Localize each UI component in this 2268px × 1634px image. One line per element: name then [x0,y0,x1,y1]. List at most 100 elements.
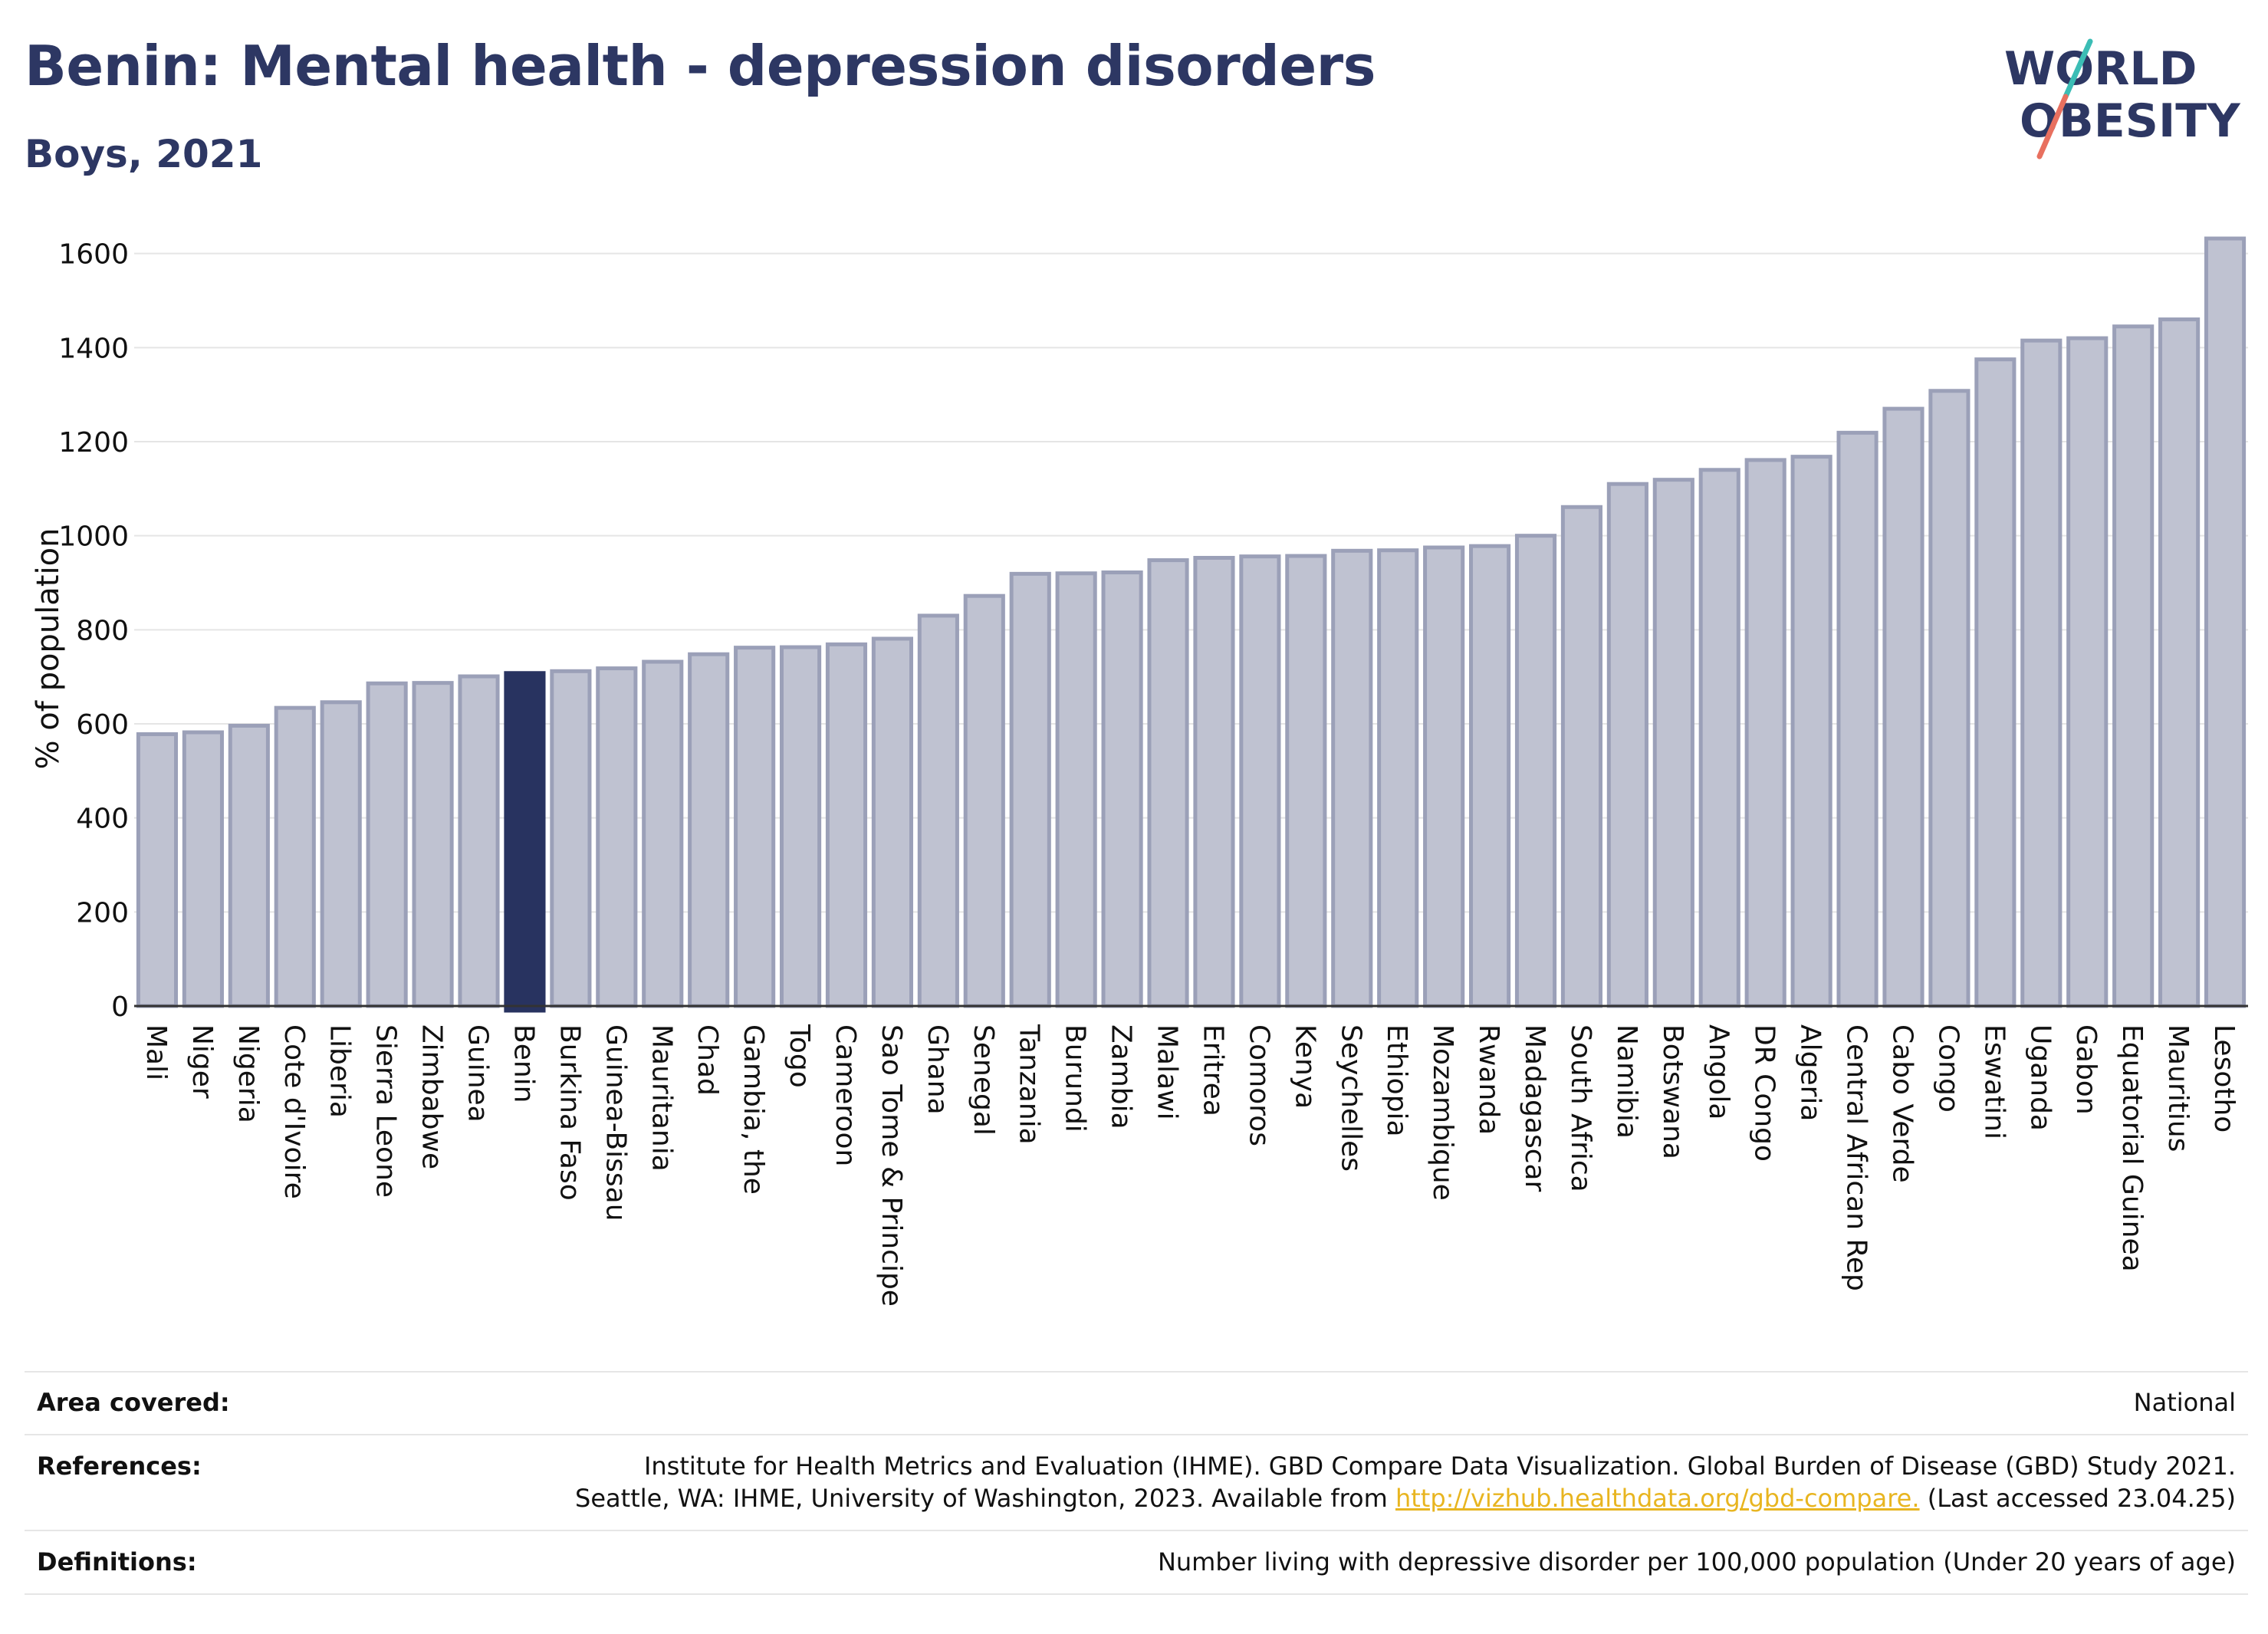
x-tick-label: Botswana [1657,1024,1688,1159]
x-tick-label: Mali [140,1024,172,1080]
chart-subtitle: Boys, 2021 [25,132,263,176]
x-tick-label: Gabon [2070,1024,2102,1115]
bar [228,723,270,1008]
bar [1790,455,1832,1008]
x-tick-label: Algeria [1795,1024,1826,1122]
x-tick-label: Ethiopia [1381,1024,1412,1137]
bars [136,236,2247,1013]
bar [1836,430,1878,1008]
y-axis-ticks: 0 200 400 600 800 1000 1200 1400 1600 [58,239,129,1023]
x-tick-label: Cabo Verde [1886,1024,1918,1183]
x-tick-label: Sierra Leone [370,1024,402,1198]
x-tick-label: Cameroon [830,1024,861,1166]
bar [1101,570,1143,1008]
x-tick-label: Burundi [1060,1024,1091,1133]
x-tick-label: Cote d'Ivoire [278,1024,310,1199]
bar [1882,406,1925,1008]
bar [2020,338,2063,1008]
bar [2204,236,2247,1008]
area-covered-label: Area covered: [37,1388,230,1417]
x-tick-label: Chad [692,1024,723,1096]
bar [734,646,776,1008]
area-covered-value: National [2133,1388,2236,1417]
y-tick-label: 600 [76,709,129,741]
x-tick-label: Mauritania [646,1024,677,1172]
x-tick-label: Zambia [1106,1024,1137,1129]
bar [1239,554,1281,1008]
meta-divider [25,1530,2248,1531]
bar [1285,554,1327,1008]
x-tick-label: Namibia [1611,1024,1642,1139]
bar [1009,571,1051,1008]
x-tick-label: Malawi [1152,1024,1183,1120]
x-tick-label: Togo [784,1024,815,1088]
logo-slash-teal [2063,38,2093,100]
bar [1698,468,1740,1008]
x-tick-label: Eritrea [1197,1024,1228,1116]
references-label: References: [37,1452,202,1481]
bar [1193,555,1235,1008]
bar [1928,389,1971,1008]
x-tick-label: Zimbabwe [416,1024,448,1169]
bar [871,636,913,1008]
x-tick-label: Mauritius [2162,1024,2194,1152]
x-axis-labels: Mali Niger Nigeria Cote d'Ivoire Liberia Sier… [140,1024,2240,1307]
references-text-pre: Seattle, WA: IHME, University of Washing… [575,1484,1395,1513]
x-tick-label: Eswatini [1978,1024,2010,1139]
bar [642,659,684,1008]
x-tick-label: Tanzania [1014,1024,1045,1145]
bar [1514,534,1557,1008]
x-tick-label: Comoros [1243,1024,1274,1146]
bar [1147,558,1189,1008]
y-tick-label: 400 [76,804,129,835]
meta-divider [25,1434,2248,1435]
bar-highlighted [504,671,546,1013]
y-tick-label: 1200 [58,427,129,459]
bar [412,681,454,1008]
bar [366,681,408,1008]
x-tick-label: Uganda [2024,1024,2056,1131]
bar [1606,482,1648,1008]
x-tick-label: Niger [186,1024,218,1099]
bar [1560,505,1603,1008]
bar [458,674,500,1008]
x-tick-label: Guinea-Bissau [600,1024,631,1221]
y-tick-label: 200 [76,897,129,929]
logo-slash-coral [2036,94,2069,159]
bar [825,642,868,1008]
meta-divider [25,1593,2248,1595]
bar-chart: 0 200 400 600 800 1000 1200 1400 1600 Mali Niger N… [31,236,2248,1307]
y-tick-label: 800 [76,615,129,646]
meta-divider [25,1371,2248,1373]
x-tick-label: Rwanda [1473,1024,1504,1135]
y-tick-label: 1400 [58,333,129,364]
bar [1377,548,1419,1008]
bar [779,645,822,1008]
bar [2112,324,2155,1008]
x-tick-label: Benin [508,1024,539,1103]
x-tick-label: Liberia [324,1024,356,1118]
bar [1974,357,2017,1008]
y-tick-label: 0 [111,991,129,1023]
bar [274,705,316,1008]
x-tick-label: Central African Rep [1841,1024,1872,1291]
x-tick-label: DR Congo [1749,1024,1780,1162]
bar [1055,571,1097,1008]
y-axis-label: % of population [31,528,66,770]
x-tick-label: Burkina Faso [554,1024,585,1201]
bar [320,700,362,1008]
bar [136,732,179,1008]
definitions-value: Number living with depressive disorder p… [1157,1547,2236,1576]
references-link[interactable]: http://vizhub.healthdata.org/gbd-compare… [1395,1484,1920,1513]
x-tick-label: Nigeria [232,1024,264,1123]
bar [1423,545,1465,1008]
y-tick-label: 1600 [58,239,129,271]
x-tick-label: South Africa [1565,1024,1596,1192]
logo-word-world: WORLD [2004,42,2197,96]
chart-title: Benin: Mental health - depression disord… [25,34,1376,98]
references-line-2: Seattle, WA: IHME, University of Washing… [575,1484,2236,1513]
world-obesity-logo: WORLD OBESITY [2004,38,2241,159]
x-tick-label: Sao Tome & Principe [876,1024,907,1307]
y-tick-label: 1000 [58,521,129,553]
bar [1331,548,1373,1008]
